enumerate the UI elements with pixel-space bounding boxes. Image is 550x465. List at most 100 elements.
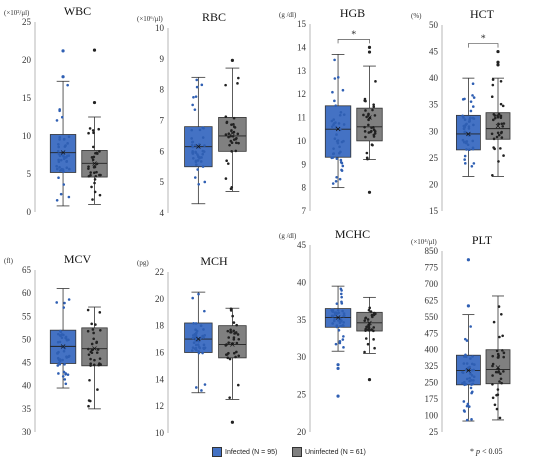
data-point [190,128,194,132]
data-point [98,193,102,197]
data-point [472,123,475,127]
data-point [91,328,95,331]
data-point [67,195,71,199]
data-point [198,346,202,350]
data-point [57,176,60,180]
legend-uninfected-swatch [292,447,302,457]
data-point [499,147,502,150]
iqr-box [218,117,247,152]
data-point [87,165,90,168]
data-point [335,139,339,143]
data-point [67,135,71,139]
data-point [463,337,467,341]
data-point [372,126,375,129]
data-point [362,113,365,117]
box-infected: × [455,77,481,177]
data-point [87,131,90,135]
y-tick-label: 475 [425,328,439,338]
data-point [341,309,344,313]
data-point [340,295,343,299]
data-point [64,382,68,386]
data-point [330,156,334,160]
data-point [465,122,468,126]
outlier-point [466,304,470,308]
data-point [367,118,370,122]
data-point [365,325,368,329]
y-tick-label: 55 [22,311,32,321]
box-uninfected: × [218,58,247,192]
y-tick-label: 25 [297,390,307,400]
data-point [237,141,240,145]
data-point [233,126,237,129]
y-unit-label: (×10⁴/μl) [411,238,437,246]
data-point [225,159,228,163]
data-point [463,383,466,387]
data-point [499,102,503,106]
data-point [95,162,99,166]
data-point [55,119,59,122]
data-point [469,325,472,328]
box-uninfected: × [81,48,108,205]
data-point [497,370,501,373]
data-point [89,364,92,367]
data-point [197,155,200,158]
data-point [470,374,474,377]
data-point [58,166,61,169]
data-point [363,130,367,133]
data-point [232,329,236,333]
data-point [196,153,199,156]
data-point [498,380,501,383]
sig-threshold: < 0.05 [480,447,503,456]
data-point [66,154,69,158]
data-point [461,371,465,374]
outlier-point [367,45,372,49]
data-point [467,125,471,128]
y-tick-label: 25 [22,17,32,27]
data-point [496,131,500,135]
data-point [231,342,234,345]
mean-marker: × [229,340,236,349]
y-tick-label: 625 [425,295,439,305]
y-tick-label: 550 [425,312,439,322]
data-point [230,123,233,126]
data-point [496,388,500,391]
data-point [230,141,234,145]
data-point [201,165,205,168]
data-point [58,135,62,139]
data-point [66,83,69,87]
data-point [374,80,377,83]
data-point [332,122,336,125]
data-point [499,131,503,135]
data-point [97,127,101,131]
data-point [491,362,495,366]
y-unit-label: (%) [411,12,422,20]
data-point [368,306,371,310]
chart-panel-mcv: 30 35 40 45 50 55 60 65 MCV (fl) × × [4,252,108,437]
data-point [371,108,374,112]
iqr-box [455,354,481,386]
data-point [370,129,373,133]
outlier-point [367,378,372,382]
data-point [94,323,97,326]
data-point [59,334,62,338]
y-tick-label: 12 [297,89,306,99]
box-uninfected: × [356,296,383,382]
data-point [195,78,199,82]
data-point [496,115,500,119]
data-point [497,367,500,371]
box-uninfected: × [485,295,511,421]
data-point [500,122,504,126]
data-point [335,324,339,327]
data-point [224,177,228,180]
y-unit-label: (g /dl) [279,11,297,19]
data-point [224,83,227,87]
data-point [462,400,466,403]
data-point [335,302,339,305]
y-unit-label: (g /dl) [279,232,297,240]
data-point [194,143,197,147]
box-uninfected: × [218,307,247,424]
data-point [467,127,471,130]
chart-panel-hct: 15 20 25 30 35 40 45 50 HCT (%) × × * [411,7,511,216]
data-point [95,351,99,354]
data-point [331,182,335,185]
